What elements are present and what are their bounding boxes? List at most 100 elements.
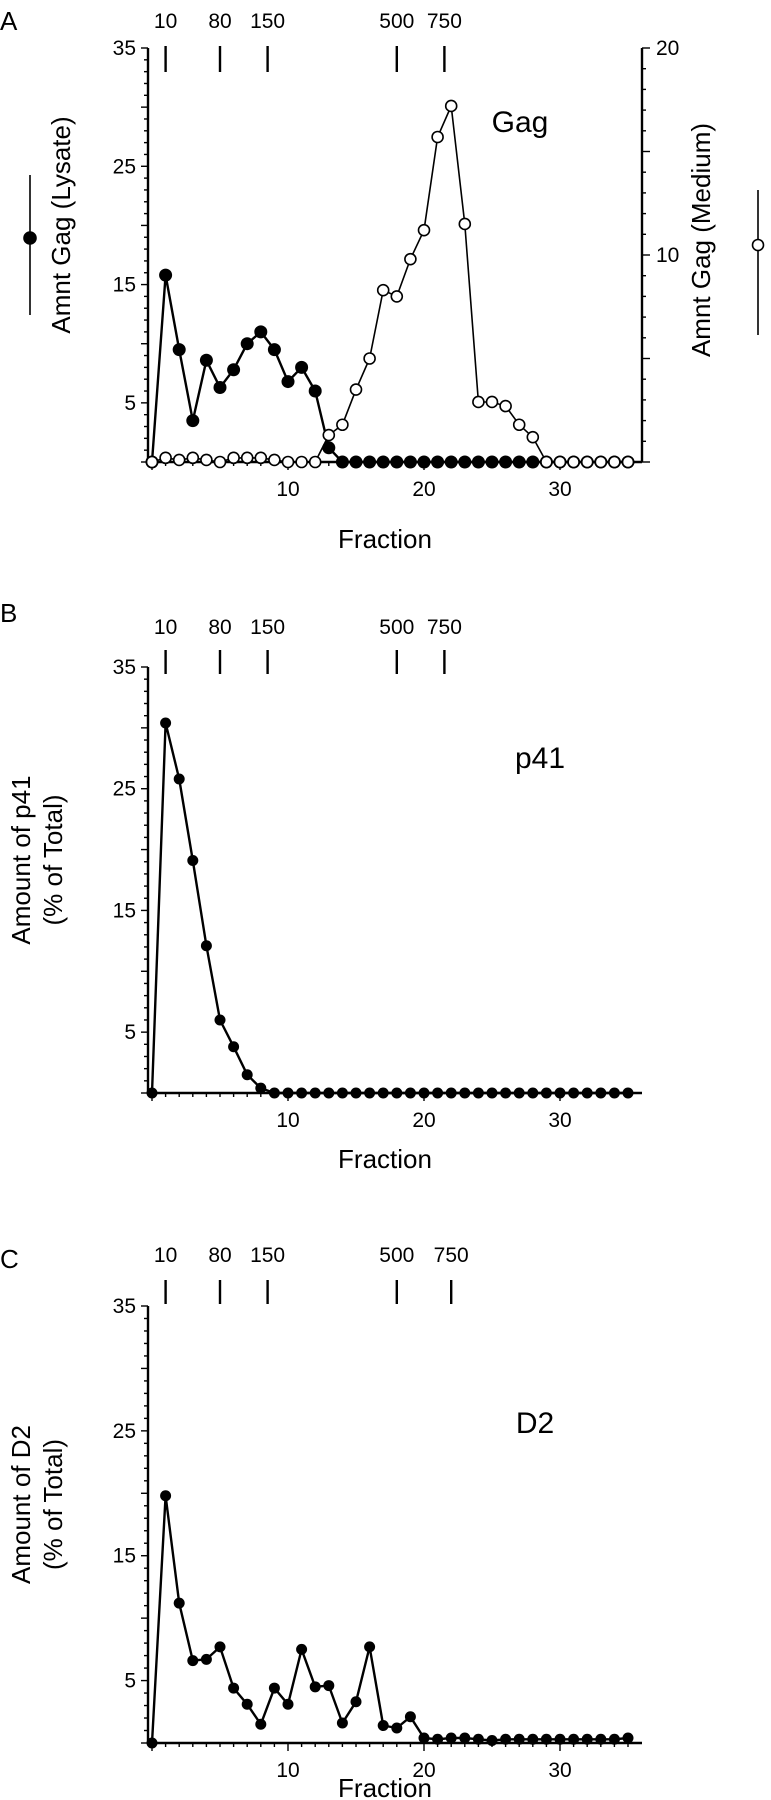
size-marker-label: 150: [250, 1244, 285, 1267]
data-point-filled: [296, 1643, 308, 1655]
y-tick-label: 5: [124, 1021, 136, 1044]
y-axis-title: Amount of D2: [6, 1425, 36, 1584]
data-point-filled: [364, 1641, 376, 1653]
y-axis-subtitle: (% of Total): [38, 794, 68, 925]
data-point-filled: [282, 1698, 294, 1710]
data-point-filled: [186, 414, 200, 428]
data-point-open: [145, 455, 159, 469]
data-point-filled: [499, 455, 513, 469]
size-marker-label: 750: [427, 10, 462, 33]
y-tick-label: 35: [113, 1295, 136, 1318]
x-tick-label: 10: [276, 478, 299, 501]
data-point-open: [295, 455, 308, 469]
data-point-filled: [458, 455, 472, 469]
size-marker-label: 10: [154, 10, 177, 33]
data-point-filled: [403, 455, 417, 469]
data-point-open: [499, 399, 512, 413]
data-point-open: [213, 455, 227, 469]
x-tick-label: 20: [412, 1109, 435, 1132]
data-point-filled: [432, 1733, 444, 1745]
data-point-open: [540, 455, 553, 469]
size-marker-label: 80: [208, 616, 231, 639]
data-point-filled: [404, 1087, 416, 1099]
data-point-open: [390, 290, 404, 303]
data-point-filled: [500, 1733, 512, 1745]
data-point-filled: [213, 380, 227, 394]
data-point-filled: [309, 1681, 321, 1693]
y-tick-label: 15: [113, 274, 136, 297]
data-point-open: [363, 352, 376, 365]
data-point-filled: [268, 1087, 280, 1099]
data-point-filled: [568, 1087, 580, 1099]
y-axis-title: Amount of p41: [6, 775, 36, 944]
size-marker-label: 80: [208, 10, 231, 33]
data-point-filled: [335, 455, 349, 469]
data-point-filled: [512, 455, 526, 469]
data-point-open: [268, 453, 281, 467]
size-marker-label: 10: [154, 1244, 177, 1267]
data-point-filled: [241, 1698, 253, 1710]
data-point-filled: [376, 455, 390, 469]
data-point-filled: [146, 1737, 158, 1749]
data-point-filled: [336, 1717, 348, 1729]
y-tick-label: 15: [113, 899, 136, 922]
data-point-filled: [323, 1087, 335, 1099]
x-axis-title: Fraction: [338, 1144, 432, 1174]
panel-b: B 5 15 25 35 10 20 30 Fraction 10 80 150 500 750 p41 Am…: [0, 598, 642, 1174]
data-point-filled: [486, 1735, 498, 1747]
data-point-filled: [241, 1069, 253, 1081]
x-tick-label: 30: [548, 1109, 571, 1132]
data-point-filled: [485, 455, 499, 469]
data-point-filled: [187, 855, 199, 867]
data-point-open: [526, 430, 540, 444]
data-point-open: [553, 455, 567, 469]
data-point-open: [159, 451, 172, 465]
data-point-filled: [500, 1087, 512, 1099]
data-point-filled: [554, 1733, 566, 1745]
legend-marker-filled: [23, 231, 37, 245]
x-tick-label: 30: [548, 1759, 571, 1782]
data-point-filled: [159, 268, 173, 282]
data-point-filled: [608, 1733, 620, 1745]
data-point-open: [608, 455, 621, 469]
data-point-filled: [472, 1733, 484, 1745]
data-point-open: [621, 455, 635, 469]
y-tick-label: 35: [113, 37, 136, 60]
data-point-filled: [595, 1087, 607, 1099]
series-line-filled: [150, 721, 628, 1095]
data-point-filled: [459, 1087, 471, 1099]
panel-c: C 5 15 25 35 10 20 30 Fraction 10 80 150 500 750 D2 Amo…: [0, 1244, 642, 1800]
x-tick-label: 10: [276, 1759, 299, 1782]
data-point-filled: [228, 1682, 240, 1694]
data-point-filled: [445, 1087, 457, 1099]
data-point-filled: [323, 1680, 335, 1692]
data-point-filled: [622, 1087, 634, 1099]
data-point-filled: [200, 1653, 212, 1665]
series-line-open: [151, 105, 628, 463]
panel-letter: B: [0, 598, 17, 628]
y-tick-label: 25: [113, 155, 136, 178]
data-point-open: [404, 252, 417, 266]
data-point-open: [172, 453, 186, 467]
data-point-open: [227, 451, 240, 465]
data-point-filled: [404, 1711, 416, 1723]
data-point-open: [458, 217, 472, 231]
data-point-open: [281, 455, 295, 469]
x-tick-label: 20: [412, 1759, 435, 1782]
data-point-open: [200, 453, 213, 467]
data-point-open: [444, 99, 458, 113]
data-point-open: [567, 455, 580, 469]
x-tick-label: 30: [548, 478, 571, 501]
size-marker-label: 500: [379, 616, 414, 639]
data-point-filled: [581, 1087, 593, 1099]
data-point-filled: [187, 1655, 199, 1667]
data-point-filled: [349, 455, 363, 469]
legend-marker-open: [751, 238, 765, 252]
panel-letter: A: [0, 6, 18, 36]
data-point-filled: [146, 1087, 158, 1099]
data-point-filled: [363, 455, 377, 469]
y2-axis-title: Amnt Gag (Medium): [686, 123, 716, 357]
data-point-filled: [526, 455, 540, 469]
data-point-filled: [418, 1732, 430, 1744]
y2-tick-label: 10: [656, 244, 679, 267]
